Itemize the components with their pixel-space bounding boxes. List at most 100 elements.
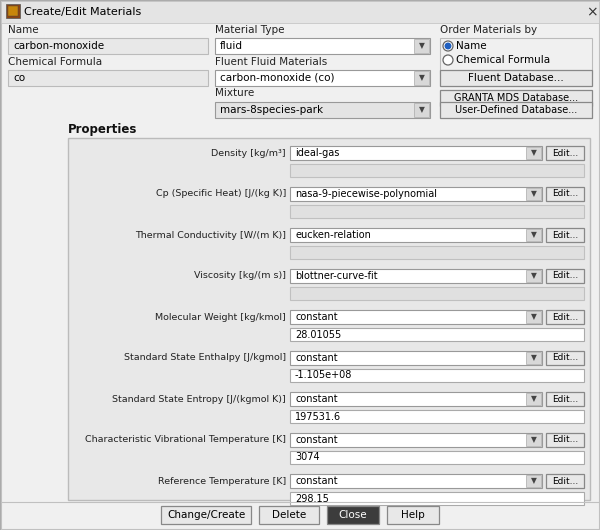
- Text: carbon-monoxide: carbon-monoxide: [13, 41, 104, 51]
- Text: ▼: ▼: [419, 41, 425, 50]
- Text: Edit...: Edit...: [552, 436, 578, 445]
- Bar: [290, 410, 584, 423]
- Text: Create/Edit Materials: Create/Edit Materials: [24, 7, 141, 17]
- Text: Molecular Weight [kg/kmol]: Molecular Weight [kg/kmol]: [155, 313, 286, 322]
- Bar: [440, 38, 592, 74]
- Text: ideal-gas: ideal-gas: [295, 148, 340, 158]
- Text: constant: constant: [295, 353, 338, 363]
- Text: Change/Create: Change/Create: [167, 510, 245, 520]
- Bar: [290, 392, 542, 406]
- Text: Edit...: Edit...: [552, 354, 578, 363]
- Text: co: co: [13, 73, 25, 83]
- Text: Fluent Fluid Materials: Fluent Fluid Materials: [215, 57, 327, 67]
- Text: ▼: ▼: [419, 105, 425, 114]
- Bar: [290, 328, 584, 341]
- Bar: [290, 287, 584, 300]
- Text: eucken-relation: eucken-relation: [295, 230, 371, 240]
- Text: ▼: ▼: [531, 190, 537, 199]
- Text: constant: constant: [295, 312, 338, 322]
- Text: Close: Close: [338, 510, 367, 520]
- Bar: [526, 270, 541, 282]
- Bar: [8, 38, 208, 54]
- Text: mars-8species-park: mars-8species-park: [220, 105, 323, 115]
- Text: ▼: ▼: [531, 231, 537, 240]
- Bar: [546, 392, 584, 406]
- Bar: [215, 70, 430, 86]
- Bar: [161, 506, 251, 524]
- Bar: [546, 433, 584, 447]
- Text: Viscosity [kg/(m s)]: Viscosity [kg/(m s)]: [194, 271, 286, 280]
- Bar: [526, 147, 541, 159]
- Text: Mixture: Mixture: [215, 88, 254, 98]
- Text: Edit...: Edit...: [552, 313, 578, 322]
- Bar: [290, 269, 542, 283]
- Bar: [8, 70, 208, 86]
- Text: 197531.6: 197531.6: [295, 411, 341, 421]
- Text: ▼: ▼: [531, 436, 537, 445]
- Text: Cp (Specific Heat) [J/(kg K)]: Cp (Specific Heat) [J/(kg K)]: [155, 190, 286, 199]
- Circle shape: [443, 55, 453, 65]
- Bar: [259, 506, 319, 524]
- Bar: [526, 393, 541, 405]
- Text: Edit...: Edit...: [552, 148, 578, 157]
- Circle shape: [443, 41, 453, 51]
- Circle shape: [445, 43, 451, 49]
- Text: Characteristic Vibrational Temperature [K]: Characteristic Vibrational Temperature […: [85, 436, 286, 445]
- Bar: [215, 38, 430, 54]
- Text: Name: Name: [8, 25, 38, 35]
- Text: -1.105e+08: -1.105e+08: [295, 370, 352, 381]
- Text: Density [kg/m³]: Density [kg/m³]: [211, 148, 286, 157]
- Bar: [290, 451, 584, 464]
- Text: ×: ×: [586, 5, 598, 19]
- Text: Properties: Properties: [68, 122, 137, 136]
- Bar: [290, 433, 542, 447]
- Text: Material Type: Material Type: [215, 25, 284, 35]
- Bar: [526, 475, 541, 487]
- Text: 298.15: 298.15: [295, 493, 329, 503]
- Bar: [6, 4, 20, 18]
- Bar: [290, 492, 584, 505]
- Bar: [290, 228, 542, 242]
- Bar: [68, 138, 590, 500]
- Text: 3074: 3074: [295, 453, 320, 463]
- Text: Delete: Delete: [272, 510, 306, 520]
- Text: ▼: ▼: [419, 74, 425, 83]
- Text: constant: constant: [295, 476, 338, 486]
- Text: Edit...: Edit...: [552, 190, 578, 199]
- Bar: [546, 351, 584, 365]
- Bar: [546, 269, 584, 283]
- Text: blottner-curve-fit: blottner-curve-fit: [295, 271, 377, 281]
- Bar: [546, 187, 584, 201]
- Bar: [290, 310, 542, 324]
- Text: Order Materials by: Order Materials by: [440, 25, 537, 35]
- Bar: [290, 205, 584, 218]
- Text: Chemical Formula: Chemical Formula: [456, 55, 550, 65]
- Bar: [290, 246, 584, 259]
- Text: Edit...: Edit...: [552, 476, 578, 485]
- Text: Edit...: Edit...: [552, 271, 578, 280]
- Text: Chemical Formula: Chemical Formula: [8, 57, 102, 67]
- Bar: [526, 188, 541, 200]
- Text: ▼: ▼: [531, 148, 537, 157]
- Text: ▼: ▼: [531, 354, 537, 363]
- Bar: [290, 146, 542, 160]
- Bar: [546, 146, 584, 160]
- Text: GRANTA MDS Database...: GRANTA MDS Database...: [454, 93, 578, 103]
- Bar: [526, 434, 541, 446]
- Bar: [387, 506, 439, 524]
- Bar: [414, 103, 429, 117]
- Bar: [290, 351, 542, 365]
- Text: Thermal Conductivity [W/(m K)]: Thermal Conductivity [W/(m K)]: [135, 231, 286, 240]
- Text: constant: constant: [295, 435, 338, 445]
- Bar: [414, 39, 429, 53]
- Bar: [215, 102, 430, 118]
- Text: Edit...: Edit...: [552, 231, 578, 240]
- Bar: [546, 310, 584, 324]
- Text: carbon-monoxide (co): carbon-monoxide (co): [220, 73, 335, 83]
- Text: fluid: fluid: [220, 41, 243, 51]
- Text: Standard State Entropy [J/(kgmol K)]: Standard State Entropy [J/(kgmol K)]: [112, 394, 286, 403]
- Text: ▼: ▼: [531, 476, 537, 485]
- Text: Name: Name: [456, 41, 487, 51]
- Bar: [526, 229, 541, 241]
- Bar: [327, 506, 379, 524]
